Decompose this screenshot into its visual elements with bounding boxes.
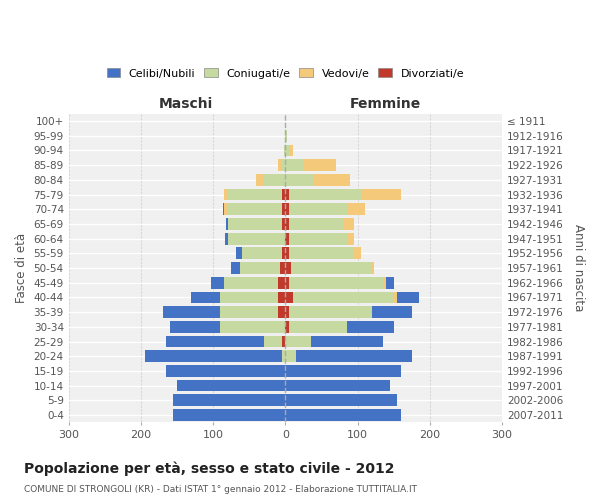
Bar	[289, 306, 372, 318]
Bar	[284, 144, 286, 156]
Bar	[354, 248, 361, 259]
Bar	[347, 233, 354, 244]
Bar	[227, 233, 286, 244]
Bar	[289, 188, 361, 200]
Bar	[347, 204, 365, 215]
Y-axis label: Anni di nascita: Anni di nascita	[572, 224, 585, 312]
Bar	[291, 262, 371, 274]
Bar	[286, 130, 287, 141]
Text: COMUNE DI STRONGOLI (KR) - Dati ISTAT 1° gennaio 2012 - Elaborazione TUTTITALIA.: COMUNE DI STRONGOLI (KR) - Dati ISTAT 1°…	[24, 486, 417, 494]
Bar	[220, 306, 278, 318]
Bar	[224, 188, 227, 200]
Bar	[286, 350, 296, 362]
Bar	[311, 336, 383, 347]
Bar	[286, 218, 289, 230]
Bar	[191, 292, 220, 304]
Bar	[289, 277, 383, 288]
Y-axis label: Fasce di età: Fasce di età	[15, 233, 28, 303]
Bar	[286, 233, 289, 244]
Bar	[256, 174, 263, 186]
Bar	[224, 233, 227, 244]
Bar	[286, 321, 289, 332]
Bar	[286, 409, 401, 421]
Bar	[286, 160, 304, 171]
Bar	[278, 306, 286, 318]
Bar	[286, 204, 289, 215]
Bar	[177, 380, 286, 392]
Bar	[173, 409, 286, 421]
Bar	[289, 144, 293, 156]
Bar	[280, 262, 286, 274]
Bar	[289, 321, 347, 332]
Text: Popolazione per età, sesso e stato civile - 2012: Popolazione per età, sesso e stato civil…	[24, 461, 395, 475]
Bar	[223, 204, 224, 215]
Bar	[371, 262, 374, 274]
Bar	[296, 350, 412, 362]
Bar	[361, 188, 401, 200]
Bar	[278, 160, 282, 171]
Bar	[220, 292, 278, 304]
Bar	[282, 218, 286, 230]
Bar	[289, 233, 347, 244]
Text: Maschi: Maschi	[158, 96, 213, 110]
Text: Femmine: Femmine	[349, 96, 421, 110]
Bar	[220, 321, 286, 332]
Bar	[224, 204, 227, 215]
Bar	[286, 277, 289, 288]
Bar	[394, 292, 397, 304]
Bar	[173, 394, 286, 406]
Bar	[386, 277, 394, 288]
Bar	[383, 277, 386, 288]
Bar	[166, 336, 263, 347]
Bar	[282, 204, 286, 215]
Bar	[343, 218, 354, 230]
Bar	[163, 306, 220, 318]
Bar	[227, 218, 282, 230]
Bar	[227, 204, 282, 215]
Bar	[242, 248, 282, 259]
Bar	[286, 188, 289, 200]
Bar	[289, 248, 354, 259]
Bar	[397, 292, 419, 304]
Bar	[289, 218, 343, 230]
Bar	[170, 321, 220, 332]
Bar	[286, 292, 293, 304]
Bar	[211, 277, 224, 288]
Bar	[166, 365, 286, 377]
Bar	[304, 160, 336, 171]
Bar	[263, 174, 286, 186]
Bar	[286, 144, 289, 156]
Bar	[231, 262, 240, 274]
Bar	[282, 248, 286, 259]
Bar	[227, 188, 282, 200]
Legend: Celibi/Nubili, Coniugati/e, Vedovi/e, Divorziati/e: Celibi/Nubili, Coniugati/e, Vedovi/e, Di…	[102, 64, 469, 83]
Bar	[263, 336, 282, 347]
Bar	[286, 306, 289, 318]
Bar	[286, 380, 390, 392]
Bar	[278, 292, 286, 304]
Bar	[347, 321, 394, 332]
Bar	[289, 204, 347, 215]
Bar	[226, 218, 227, 230]
Bar	[286, 262, 291, 274]
Bar	[286, 248, 289, 259]
Bar	[293, 292, 394, 304]
Bar	[282, 350, 286, 362]
Bar	[282, 160, 286, 171]
Bar	[282, 188, 286, 200]
Bar	[286, 365, 401, 377]
Bar	[286, 394, 397, 406]
Bar	[282, 336, 286, 347]
Bar	[286, 336, 311, 347]
Bar	[314, 174, 350, 186]
Bar	[278, 277, 286, 288]
Bar	[240, 262, 280, 274]
Bar	[145, 350, 282, 362]
Bar	[372, 306, 412, 318]
Bar	[236, 248, 242, 259]
Bar	[224, 277, 278, 288]
Bar	[286, 174, 314, 186]
